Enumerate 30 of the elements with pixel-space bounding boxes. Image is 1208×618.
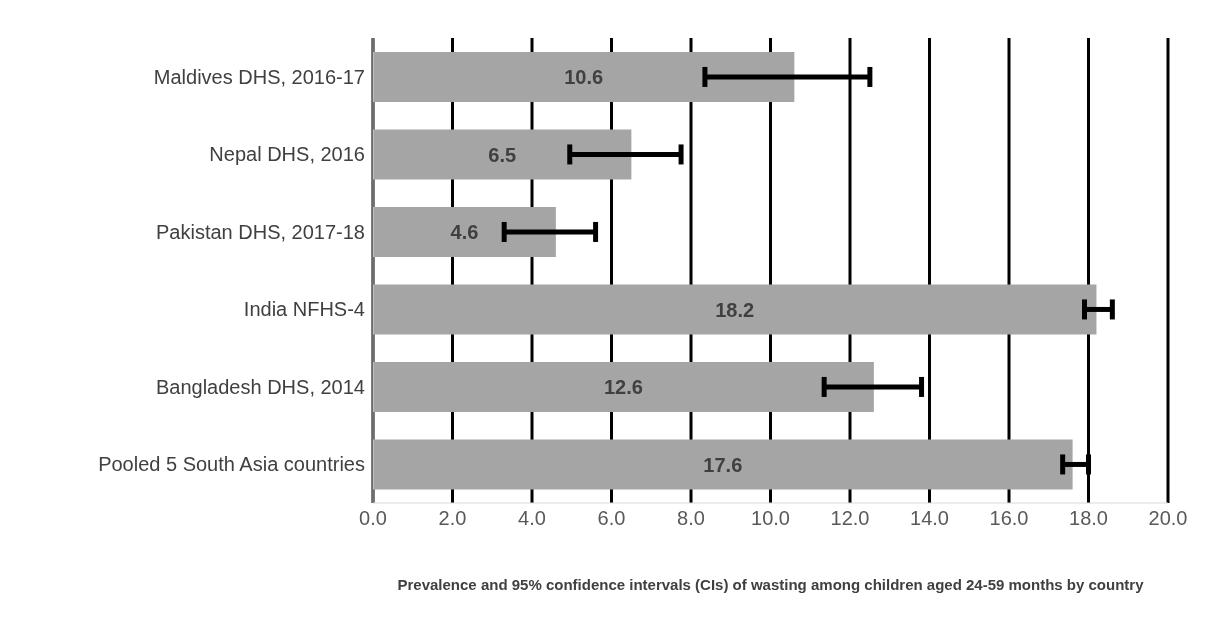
y-tick-label: Pooled 5 South Asia countries bbox=[98, 453, 365, 476]
bar bbox=[373, 129, 632, 180]
x-tick-label: 0.0 bbox=[359, 507, 387, 530]
data-label: 6.5 bbox=[488, 143, 517, 166]
x-tick-label: 14.0 bbox=[910, 507, 949, 530]
x-tick-label: 4.0 bbox=[518, 507, 546, 530]
data-label: 12.6 bbox=[603, 376, 643, 399]
data-label: 18.2 bbox=[715, 298, 755, 321]
x-tick-label: 18.0 bbox=[1069, 507, 1108, 530]
bar bbox=[373, 206, 556, 257]
data-label: 10.6 bbox=[564, 66, 604, 89]
y-tick-label: Nepal DHS, 2016 bbox=[209, 143, 365, 166]
x-tick-label: 12.0 bbox=[830, 507, 870, 530]
x-tick-label: 2.0 bbox=[438, 507, 467, 530]
bar bbox=[373, 361, 874, 412]
bar bbox=[373, 284, 1097, 335]
bar bbox=[373, 51, 795, 102]
x-axis-title: Prevalence and 95% confidence intervals (CIs) of wasting among children aged 24-59 months by country bbox=[397, 576, 1145, 593]
y-tick-label: India NFHS-4 bbox=[243, 298, 365, 321]
y-tick-label: Pakistan DHS, 2017-18 bbox=[155, 220, 365, 243]
x-tick-label: 6.0 bbox=[597, 507, 626, 530]
bar bbox=[373, 439, 1073, 490]
x-tick-label: 10.0 bbox=[751, 507, 790, 530]
y-tick-label: Bangladesh DHS, 2014 bbox=[155, 375, 365, 398]
data-label: 17.6 bbox=[703, 453, 743, 476]
x-tick-label: 8.0 bbox=[677, 507, 705, 530]
y-tick-label: Maldives DHS, 2016-17 bbox=[153, 65, 365, 88]
x-tick-label: 20.0 bbox=[1148, 507, 1188, 530]
x-tick-label: 16.0 bbox=[989, 507, 1029, 530]
data-label: 4.6 bbox=[450, 221, 479, 244]
